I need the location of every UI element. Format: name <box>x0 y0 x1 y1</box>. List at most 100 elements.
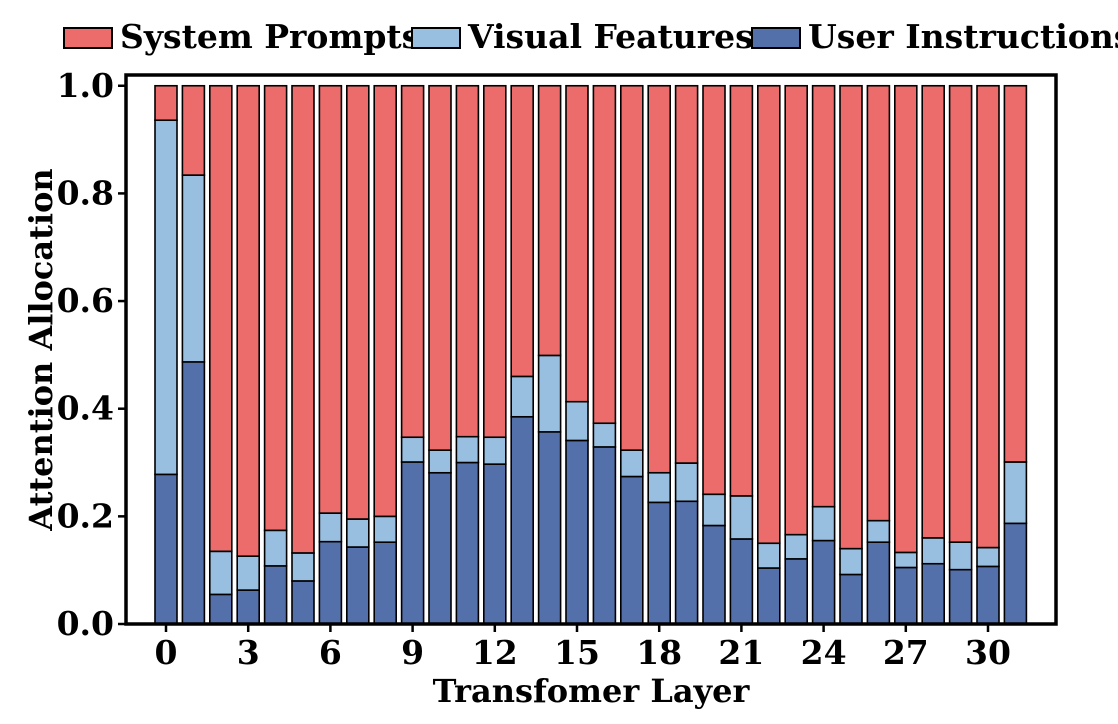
bar-visual-features-layer-21 <box>729 495 754 540</box>
bar-user-instructions-layer-19 <box>674 500 699 625</box>
bar-visual-features-layer-28 <box>921 537 946 565</box>
bar-visual-features-layer-19 <box>674 462 699 503</box>
bar-visual-features-layer-24 <box>811 505 836 542</box>
legend-swatch-user-instructions <box>751 27 801 49</box>
bar-user-instructions-layer-17 <box>619 475 644 625</box>
legend: System Prompts Visual Features User Instru… <box>63 17 1118 56</box>
bar-user-instructions-layer-20 <box>702 524 726 625</box>
bar-system-prompts-layer-24 <box>811 84 836 508</box>
bar-visual-features-layer-7 <box>345 518 370 548</box>
bar-system-prompts-layer-10 <box>428 84 452 451</box>
x-tick-label: 30 <box>965 633 1011 672</box>
bar-visual-features-layer-4 <box>263 529 288 567</box>
x-tick-label: 27 <box>883 633 929 672</box>
bar-user-instructions-layer-22 <box>756 567 781 625</box>
legend-label-visual-features: Visual Features <box>467 17 754 56</box>
bar-system-prompts-layer-19 <box>674 84 699 464</box>
bar-system-prompts-layer-4 <box>263 84 288 532</box>
bar-user-instructions-layer-26 <box>866 541 891 625</box>
bar-visual-features-layer-8 <box>373 515 398 543</box>
bar-visual-features-layer-26 <box>866 519 891 543</box>
bar-system-prompts-layer-9 <box>400 84 425 439</box>
bar-visual-features-layer-18 <box>647 471 672 504</box>
bar-visual-features-layer-12 <box>482 436 507 465</box>
bar-user-instructions-layer-18 <box>647 501 672 625</box>
bar-system-prompts-layer-13 <box>510 84 535 378</box>
bar-user-instructions-layer-1 <box>181 361 206 625</box>
bar-visual-features-layer-3 <box>236 555 260 591</box>
bar-system-prompts-layer-16 <box>592 84 617 425</box>
bar-user-instructions-layer-14 <box>537 431 562 625</box>
bar-visual-features-layer-20 <box>702 493 726 527</box>
bar-system-prompts-layer-7 <box>345 84 370 520</box>
bar-system-prompts-layer-8 <box>373 84 398 518</box>
y-tick-label: 0.8 <box>57 173 114 212</box>
bar-system-prompts-layer-18 <box>647 84 672 474</box>
bar-user-instructions-layer-21 <box>729 538 754 625</box>
y-tick-label: 1.0 <box>57 66 114 105</box>
y-tick-label: 0.4 <box>57 389 114 428</box>
bar-visual-features-layer-0 <box>154 119 178 476</box>
bar-system-prompts-layer-29 <box>948 84 973 543</box>
bar-user-instructions-layer-8 <box>373 541 398 625</box>
bar-visual-features-layer-27 <box>893 551 918 569</box>
bar-system-prompts-layer-22 <box>756 84 781 545</box>
bar-visual-features-layer-23 <box>784 533 809 560</box>
bar-system-prompts-layer-21 <box>729 84 754 497</box>
bar-user-instructions-layer-5 <box>291 580 315 625</box>
y-axis-title: Attention Allocation <box>22 168 60 531</box>
bar-system-prompts-layer-2 <box>209 84 233 553</box>
bar-visual-features-layer-11 <box>455 435 480 464</box>
bar-visual-features-layer-25 <box>839 547 863 576</box>
x-tick-label: 15 <box>554 633 600 672</box>
bar-system-prompts-layer-0 <box>154 84 178 122</box>
x-tick-label: 6 <box>319 633 342 672</box>
bar-user-instructions-layer-30 <box>976 565 1000 625</box>
bar-user-instructions-layer-25 <box>839 573 863 625</box>
legend-label-user-instructions: User Instructions <box>808 17 1118 56</box>
bar-system-prompts-layer-15 <box>565 84 589 403</box>
bars-group <box>154 84 1028 625</box>
bar-system-prompts-layer-28 <box>921 84 946 539</box>
x-tick-label: 18 <box>636 633 682 672</box>
bar-system-prompts-layer-26 <box>866 84 891 522</box>
bar-user-instructions-layer-23 <box>784 558 809 625</box>
bar-user-instructions-layer-3 <box>236 589 260 625</box>
bar-system-prompts-layer-27 <box>893 84 918 554</box>
bar-user-instructions-layer-12 <box>482 463 507 625</box>
bar-system-prompts-layer-14 <box>537 84 562 357</box>
bar-system-prompts-layer-17 <box>619 84 644 451</box>
y-axis: 0.0 0.2 0.4 0.6 0.8 1.0 <box>57 66 126 643</box>
bar-system-prompts-layer-25 <box>839 84 863 550</box>
bar-user-instructions-layer-29 <box>948 568 973 625</box>
x-axis: 0 3 6 9 12 15 18 21 24 27 30 <box>155 624 1011 672</box>
bar-user-instructions-layer-24 <box>811 539 836 625</box>
bar-visual-features-layer-6 <box>318 512 343 543</box>
x-tick-label: 24 <box>801 633 847 672</box>
bar-user-instructions-layer-9 <box>400 461 425 625</box>
bar-user-instructions-layer-27 <box>893 566 918 625</box>
x-tick-label: 12 <box>472 633 518 672</box>
bar-visual-features-layer-31 <box>1003 461 1028 525</box>
bar-system-prompts-layer-5 <box>291 84 315 554</box>
bar-system-prompts-layer-20 <box>702 84 726 496</box>
plot-frame <box>124 73 1058 626</box>
bar-user-instructions-layer-10 <box>428 471 452 625</box>
bar-system-prompts-layer-1 <box>181 84 206 176</box>
bar-visual-features-layer-17 <box>619 449 644 478</box>
bar-visual-features-layer-22 <box>756 542 781 569</box>
bar-visual-features-layer-15 <box>565 400 589 442</box>
bar-user-instructions-layer-15 <box>565 439 589 625</box>
bar-visual-features-layer-14 <box>537 354 562 433</box>
y-tick-label: 0.2 <box>57 496 114 535</box>
bar-system-prompts-layer-31 <box>1003 84 1028 463</box>
bar-visual-features-layer-30 <box>976 546 1000 568</box>
x-tick-label: 9 <box>401 633 424 672</box>
bar-system-prompts-layer-23 <box>784 84 809 536</box>
bar-visual-features-layer-16 <box>592 422 617 448</box>
x-axis-title: Transfomer Layer <box>433 672 751 710</box>
bar-system-prompts-layer-11 <box>455 84 480 438</box>
bar-user-instructions-layer-31 <box>1003 522 1028 625</box>
bar-user-instructions-layer-2 <box>209 593 233 625</box>
